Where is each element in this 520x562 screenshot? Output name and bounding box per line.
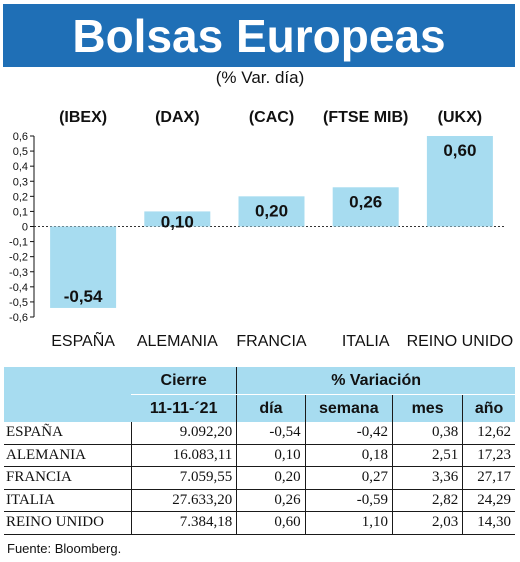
chart-subtitle: (% Var. día) (215, 68, 305, 87)
y-tick-label: -0,1 (9, 237, 28, 249)
table-row: ITALIA 27.633,20 0,26 -0,59 2,82 24,29 (4, 489, 515, 512)
row-cierre: 9.092,20 (130, 422, 237, 445)
data-label: 0,20 (255, 201, 288, 220)
data-label: -0,54 (64, 287, 103, 306)
row-mes: 3,36 (391, 466, 463, 490)
row-ano: 24,29 (462, 489, 515, 512)
data-label: 0,26 (349, 192, 382, 211)
header-blank (4, 367, 132, 395)
table-row: FRANCIA 7.059,55 0,20 0,27 3,36 27,17 (4, 466, 515, 490)
row-mes: 2,82 (391, 489, 463, 512)
row-name: ESPAÑA (4, 422, 132, 445)
row-name: REINO UNIDO (4, 511, 132, 535)
bar (144, 211, 211, 227)
row-mes: 0,38 (391, 422, 463, 445)
header-ano: año (462, 394, 515, 422)
category-label: FRANCIA (236, 333, 307, 350)
y-tick-label: 0,1 (13, 206, 28, 218)
row-ano: 27,17 (462, 466, 515, 490)
row-dia: 0,10 (236, 444, 306, 467)
y-tick-label: -0,2 (9, 252, 28, 264)
header-variacion: % Variación (236, 367, 515, 395)
row-name: ALEMANIA (4, 444, 132, 467)
row-semana: 0,18 (304, 444, 393, 467)
data-table: Cierre % Variación 11-11-´21 día semana … (4, 367, 515, 535)
y-tick-label: -0,4 (9, 282, 28, 294)
index-code-label: (CAC) (249, 109, 294, 126)
y-tick-label: 0,2 (13, 191, 28, 203)
data-label: 0,60 (443, 141, 476, 160)
row-cierre: 27.633,20 (130, 489, 237, 512)
y-tick-label: 0,3 (13, 176, 28, 188)
row-name: FRANCIA (4, 466, 132, 490)
header-cierre: Cierre (131, 367, 237, 395)
row-dia: 0,20 (236, 466, 306, 490)
category-label: ITALIA (342, 333, 390, 350)
bar (426, 136, 493, 227)
y-tick-label: 0,5 (13, 146, 28, 158)
y-tick-label: -0,3 (9, 267, 28, 279)
header-date: 11-11-´21 (131, 394, 237, 422)
index-code-label: (FTSE MIB) (323, 109, 408, 126)
table-header-row-2: 11-11-´21 día semana mes año (4, 394, 515, 422)
row-dia: 0,60 (236, 511, 306, 535)
header-blank-2 (4, 394, 132, 422)
bar (238, 196, 305, 227)
row-semana: 1,10 (304, 511, 393, 535)
bar (332, 187, 399, 227)
row-dia: 0,26 (236, 489, 306, 512)
row-dia: -0,54 (236, 422, 306, 445)
row-semana: 0,27 (304, 466, 393, 490)
header-dia: día (236, 394, 306, 422)
y-tick-label: 0 (22, 222, 28, 234)
row-cierre: 7.059,55 (130, 466, 237, 490)
y-tick-label: -0,5 (9, 297, 28, 309)
chart-title: Bolsas Europeas (72, 9, 446, 62)
row-ano: 12,62 (462, 422, 515, 445)
table-header-row-1: Cierre % Variación (4, 367, 515, 395)
row-ano: 14,30 (462, 511, 515, 535)
bar-chart: 0,60,50,40,30,20,10-0,1-0,2-0,3-0,4-0,5-… (9, 109, 514, 350)
y-tick-label: 0,4 (13, 161, 28, 173)
row-ano: 17,23 (462, 444, 515, 467)
y-tick-label: 0,6 (13, 131, 28, 143)
source-note: Fuente: Bloomberg. (7, 541, 122, 556)
y-tick-label: -0,6 (9, 312, 28, 324)
row-semana: -0,42 (304, 422, 393, 445)
category-label: REINO UNIDO (407, 333, 514, 350)
table-row: REINO UNIDO 7.384,18 0,60 1,10 2,03 14,30 (4, 511, 515, 535)
category-label: ALEMANIA (137, 333, 218, 350)
row-name: ITALIA (4, 489, 132, 512)
data-label: 0,10 (161, 212, 194, 231)
index-code-label: (IBEX) (59, 109, 107, 126)
row-cierre: 7.384,18 (130, 511, 237, 535)
table-row: ALEMANIA 16.083,11 0,10 0,18 2,51 17,23 (4, 444, 515, 467)
title-bar: Bolsas Europeas (3, 4, 515, 67)
header-semana: semana (304, 394, 393, 422)
row-cierre: 16.083,11 (130, 444, 237, 467)
row-semana: -0,59 (304, 489, 393, 512)
header-mes: mes (391, 394, 463, 422)
bar (50, 226, 117, 308)
row-mes: 2,51 (391, 444, 463, 467)
category-label: ESPAÑA (51, 330, 115, 350)
index-code-label: (UKX) (438, 109, 482, 126)
row-mes: 2,03 (391, 511, 463, 535)
table-row: ESPAÑA 9.092,20 -0,54 -0,42 0,38 12,62 (4, 422, 515, 445)
index-code-label: (DAX) (155, 109, 199, 126)
